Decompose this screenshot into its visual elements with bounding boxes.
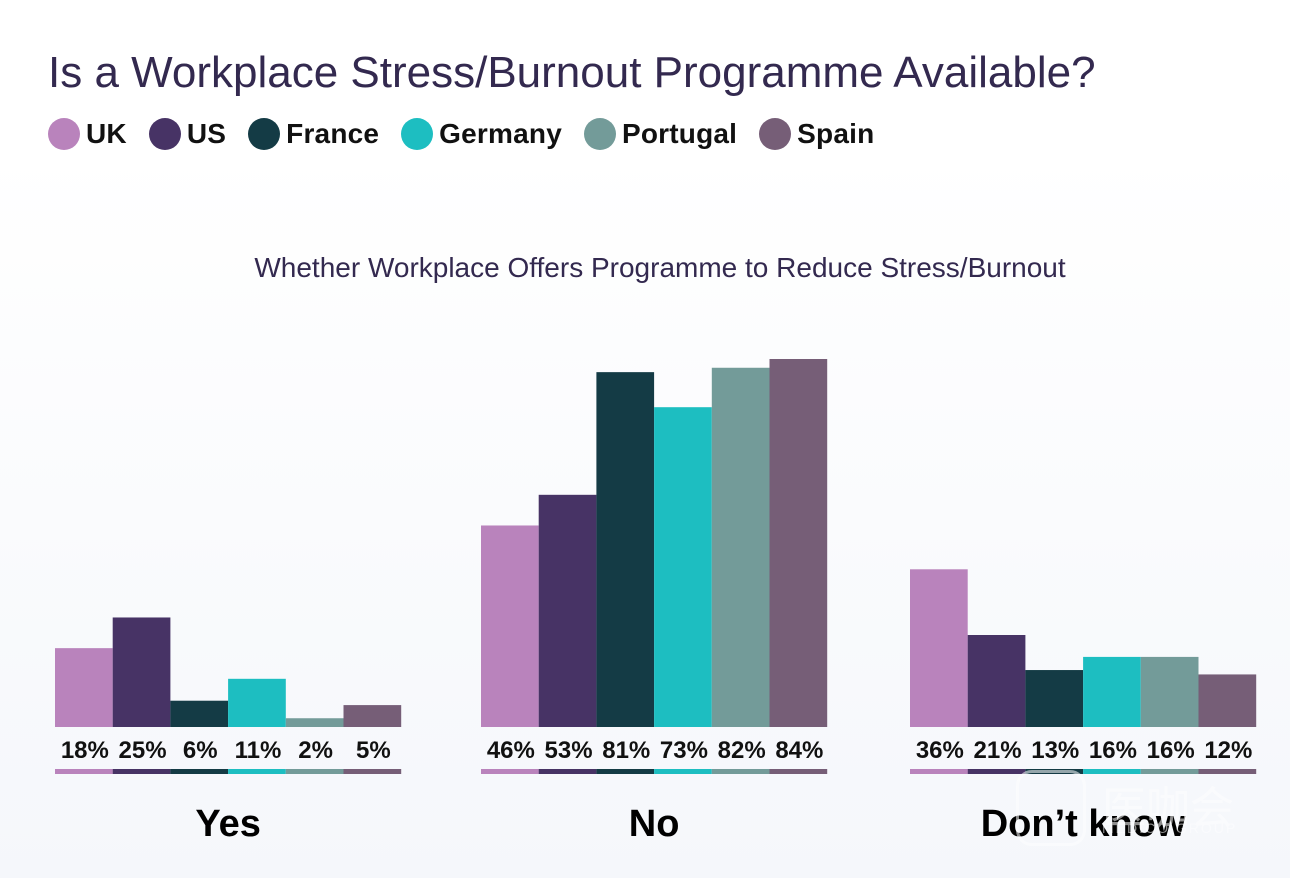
data-label: 81%: [602, 737, 650, 764]
watermark-subtext: MEDICO GROUP: [1102, 820, 1238, 836]
legend-item: US: [148, 118, 227, 150]
bar: [711, 367, 770, 727]
data-label: 16%: [1089, 737, 1137, 764]
legend-item: France: [248, 118, 379, 150]
bar: [285, 718, 344, 727]
bar-base-strip: [596, 769, 655, 774]
bar: [228, 678, 286, 727]
data-label: 12%: [1204, 737, 1252, 764]
bar-base-strip: [112, 769, 171, 774]
bar-base-strip: [481, 769, 539, 774]
bar-base-strip: [228, 769, 286, 774]
legend-swatch: [248, 118, 281, 150]
bar-base-strip: [170, 769, 229, 774]
bar-base-strip: [769, 769, 828, 774]
legend-label: Germany: [439, 118, 562, 149]
legend-item: Spain: [759, 118, 874, 150]
bar: [910, 569, 968, 727]
legend: UK US France Germany Portugal Spain: [48, 116, 896, 152]
chart-title: Is a Workplace Stress/Burnout Programme …: [48, 48, 1096, 97]
legend-item: UK: [48, 118, 127, 150]
bar: [596, 372, 655, 727]
legend-swatch: [48, 118, 80, 150]
bar: [55, 648, 113, 727]
watermark-name: 医咖会: [1102, 783, 1234, 834]
data-label: 18%: [61, 737, 109, 764]
bar: [654, 407, 712, 727]
watermark: 医咖会 MEDICO GROUP: [1016, 770, 1256, 848]
legend-swatch: [583, 118, 616, 150]
bar: [1025, 670, 1084, 727]
data-label: 6%: [183, 737, 218, 764]
bar-base-strip: [1198, 769, 1257, 774]
bar-base-strip: [538, 769, 597, 774]
bar: [1083, 656, 1141, 727]
data-label: 11%: [235, 737, 282, 764]
legend-item: Germany: [401, 118, 562, 150]
data-label: 16%: [1147, 737, 1195, 764]
legend-swatch: [759, 118, 792, 150]
legend-swatch: [401, 118, 434, 150]
data-label: 5%: [356, 737, 391, 764]
data-label: 36%: [916, 737, 964, 764]
data-label: 82%: [718, 737, 766, 764]
bar: [343, 705, 402, 727]
bar: [1140, 656, 1199, 727]
legend-item: Portugal: [583, 118, 738, 150]
data-label: 46%: [487, 737, 535, 764]
data-label: 84%: [775, 737, 823, 764]
bar: [769, 359, 828, 727]
bar-base-strip: [1140, 769, 1199, 774]
data-label: 21%: [974, 737, 1022, 764]
legend-label: US: [186, 118, 227, 149]
legend-label: France: [286, 118, 380, 149]
bar-base-strip: [967, 769, 1026, 774]
bar-base-strip: [343, 769, 402, 774]
bar: [481, 525, 539, 727]
legend-label: Portugal: [621, 118, 738, 149]
bar: [538, 494, 597, 727]
bar: [967, 635, 1026, 727]
data-label: 53%: [545, 737, 593, 764]
bar-base-strip: [711, 769, 770, 774]
category-label: Yes: [195, 803, 261, 845]
watermark-logo-icon: [1016, 770, 1086, 846]
bar-base-strip: [55, 769, 113, 774]
chart-subtitle: Whether Workplace Offers Programme to Re…: [254, 252, 1066, 283]
bar: [112, 617, 171, 727]
data-label: 2%: [298, 737, 333, 764]
bar-base-strip: [910, 769, 968, 774]
legend-label: UK: [86, 118, 127, 149]
category-label: No: [629, 803, 680, 845]
data-label: 25%: [119, 737, 167, 764]
bar-base-strip: [285, 769, 344, 774]
legend-swatch: [148, 118, 181, 150]
bar: [1198, 674, 1257, 727]
bar: [170, 700, 229, 727]
data-label: 73%: [660, 737, 708, 764]
bar-base-strip: [1083, 769, 1141, 774]
data-label: 13%: [1031, 737, 1079, 764]
legend-label: Spain: [797, 118, 875, 149]
bar-base-strip: [654, 769, 712, 774]
